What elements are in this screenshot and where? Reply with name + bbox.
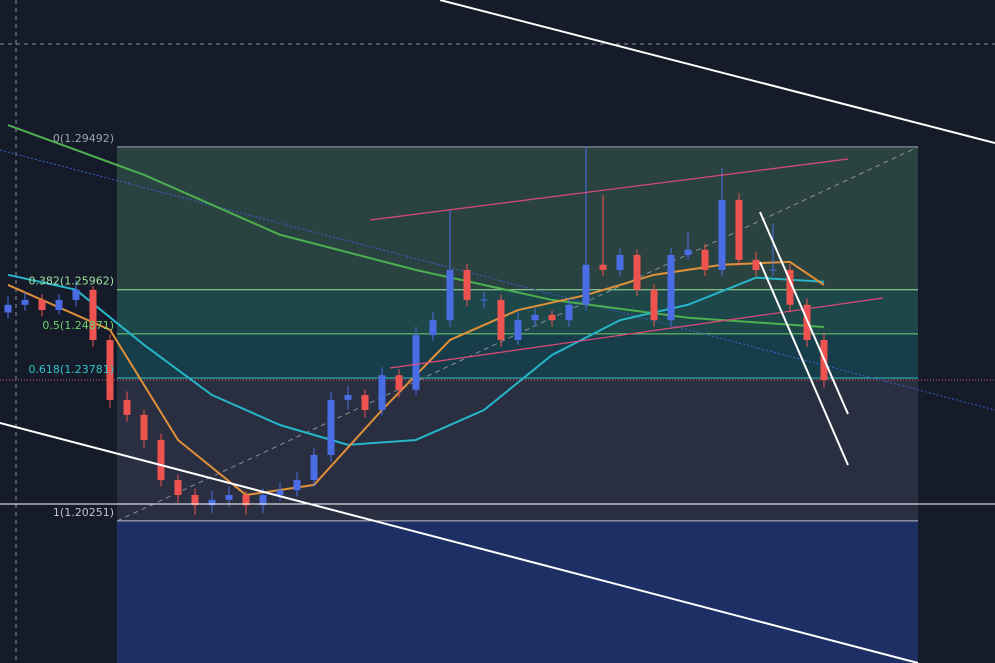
down-channel-b (759, 261, 849, 466)
candle-body (616, 255, 624, 270)
candle-body (446, 269, 454, 321)
candle-body (565, 304, 573, 321)
candle-body (276, 490, 284, 496)
candle-body (531, 314, 539, 321)
candle-body (55, 299, 63, 311)
candle-body (650, 289, 658, 321)
candle-body (684, 249, 692, 255)
candle-body (769, 269, 777, 271)
fib-labels: 0(1.29492) 0.382(1.25962) 0.5(1.24871) 0.61… (28, 132, 114, 519)
moving-average (7, 124, 825, 329)
candle-body (514, 320, 522, 340)
fib-zone (117, 520, 918, 663)
dotted-trend (0, 149, 995, 411)
candle-body (548, 314, 556, 321)
candle-body (310, 454, 318, 481)
candle-body (786, 269, 794, 305)
candle-body (735, 199, 743, 260)
candle-body (718, 199, 726, 270)
channel-bottom (0, 422, 919, 663)
candle-body (582, 264, 590, 305)
fib-label: 1(1.20251) (53, 506, 114, 519)
fib-zone (117, 378, 918, 521)
candle-body (803, 304, 811, 340)
fib-label: 0.618(1.23781) (28, 363, 114, 376)
candle-body (242, 495, 250, 506)
candle-body (140, 414, 148, 440)
candle-body (480, 299, 488, 301)
candle-body (123, 399, 131, 415)
fib-label: 0.5(1.24871) (42, 319, 114, 332)
moving-average (7, 273, 825, 446)
candle-body (361, 395, 369, 411)
candle-body (633, 255, 641, 290)
candle-body (72, 289, 80, 300)
candle-body (157, 439, 165, 481)
candle-body (395, 375, 403, 390)
candle-body (174, 480, 182, 496)
candle-body (259, 495, 267, 506)
candle-body (225, 495, 233, 500)
candle-body (191, 495, 199, 506)
candle-body (293, 480, 301, 491)
wedge-bottom (389, 297, 884, 369)
candle-body (463, 269, 471, 300)
candle-body (497, 299, 505, 340)
candle-body (38, 299, 46, 311)
fib-zones (117, 146, 918, 663)
channel-top (439, 0, 995, 144)
candle-body (89, 289, 97, 340)
fib-label: 0(1.29492) (53, 132, 114, 145)
candle-body (208, 499, 216, 506)
candle-body (429, 320, 437, 336)
wedge-top (369, 158, 849, 221)
candle-body (4, 304, 12, 313)
candle-body (378, 375, 386, 411)
candle-body (327, 399, 335, 455)
candle-body (21, 299, 29, 305)
candle-body (412, 335, 420, 390)
candle-body (701, 249, 709, 270)
candle-body (752, 259, 760, 270)
candle-body (106, 340, 114, 400)
down-channel-a (759, 211, 849, 415)
fib-label: 0.382(1.25962) (28, 275, 114, 288)
candle-body (667, 255, 675, 321)
candle-body (344, 395, 352, 400)
candle-body (599, 264, 607, 270)
